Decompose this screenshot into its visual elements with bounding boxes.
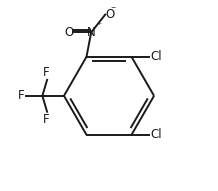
- Text: F: F: [43, 113, 49, 126]
- Text: $\mathregular{^-}$: $\mathregular{^-}$: [109, 4, 117, 13]
- Text: F: F: [17, 89, 24, 102]
- Text: F: F: [43, 66, 49, 79]
- Text: Cl: Cl: [150, 128, 162, 141]
- Text: Cl: Cl: [150, 50, 162, 63]
- Text: N: N: [87, 26, 95, 39]
- Text: O: O: [105, 8, 114, 21]
- Text: O: O: [64, 26, 73, 39]
- Text: $\mathregular{^+}$: $\mathregular{^+}$: [95, 21, 103, 30]
